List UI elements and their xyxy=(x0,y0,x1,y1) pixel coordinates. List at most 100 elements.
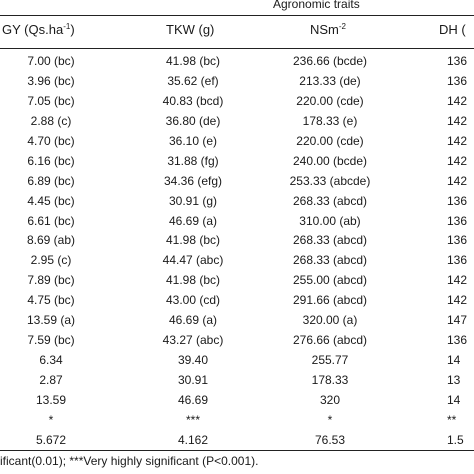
cell-ns: 291.66 (abcd) xyxy=(292,293,368,308)
cell-gy: 2.87 xyxy=(39,373,63,387)
cell-ns: 320.00 (a) xyxy=(302,313,358,328)
cell-ns: 236.66 (bcde) xyxy=(292,54,368,68)
cell-gy: 8.69 (ab) xyxy=(26,233,76,248)
table-row: 13.59 46.69 320 14 xyxy=(0,391,474,411)
table-row: 6.16 (bc) 31.88 (fg) 240.00 (bcde) 142 xyxy=(0,152,474,172)
cell-tkw: 34.36 (efg) xyxy=(163,173,223,188)
cell-dh: 136 xyxy=(447,213,468,228)
cell-dh: 136 xyxy=(447,73,468,88)
cell-tkw: 31.88 (fg) xyxy=(167,153,219,168)
table-row: 7.05 (bc) 40.83 (bcd) 220.00 (cde) 142 xyxy=(0,92,474,112)
cell-gy: 6.61 (bc) xyxy=(27,213,75,228)
cell-tkw: 41.98 (bc) xyxy=(165,233,221,248)
cell-dh: 1.5 xyxy=(447,432,464,447)
column-header-ns: NSm-2 xyxy=(310,22,346,37)
cell-ns: 255.77 xyxy=(311,353,349,368)
cell-ns: 276.66 (abcd) xyxy=(292,333,368,348)
cell-gy: 7.05 (bc) xyxy=(27,93,75,108)
column-header-dh: DH ( xyxy=(439,22,466,37)
cell-gy: 7.00 (bc) xyxy=(27,54,75,68)
cell-tkw: 46.69 (a) xyxy=(168,213,218,228)
cell-tkw: 44.47 (abc) xyxy=(162,253,224,268)
cell-dh: ** xyxy=(447,412,457,427)
cell-tkw: 4.162 xyxy=(177,432,209,447)
table-row: 3.96 (bc) 35.62 (ef) 213.33 (de) 136 xyxy=(0,72,474,92)
cell-gy: 3.96 (bc) xyxy=(27,73,75,88)
cell-ns: 240.00 (bcde) xyxy=(292,153,368,168)
table-rule-top xyxy=(0,15,474,16)
cell-gy: 6.16 (bc) xyxy=(27,153,75,168)
cell-dh: 142 xyxy=(447,293,468,308)
cell-dh: 136 xyxy=(447,253,468,268)
cell-ns: 268.33 (abcd) xyxy=(292,193,368,208)
cell-ns: 253.33 (abcde) xyxy=(289,173,371,188)
table-rule-bottom xyxy=(0,450,474,451)
cell-gy: 4.45 (bc) xyxy=(27,193,75,208)
cell-dh: 13 xyxy=(447,373,461,387)
cell-tkw: 43.00 (cd) xyxy=(165,293,221,308)
cell-dh: 142 xyxy=(447,153,468,168)
table-row: 8.69 (ab) 41.98 (bc) 268.33 (abcd) 136 xyxy=(0,231,474,251)
cell-tkw: 41.98 (bc) xyxy=(165,273,221,288)
cell-tkw: 39.40 xyxy=(177,353,209,368)
table-row: 4.45 (bc) 30.91 (g) 268.33 (abcd) 136 xyxy=(0,192,474,212)
cell-dh: 14 xyxy=(447,392,461,407)
column-header-gy: GY (Qs.ha-1) xyxy=(2,22,75,37)
table-row: 6.34 39.40 255.77 14 xyxy=(0,351,474,371)
cell-gy: 6.89 (bc) xyxy=(27,173,75,188)
cell-ns: 255.00 (abcd) xyxy=(292,273,368,288)
table-row: 4.70 (bc) 36.10 (e) 220.00 (cde) 142 xyxy=(0,132,474,152)
cell-gy: * xyxy=(48,412,54,427)
table-row: 7.00 (bc) 41.98 (bc) 236.66 (bcde) 136 xyxy=(0,52,474,72)
cell-gy: 2.88 (c) xyxy=(30,113,72,128)
cell-ns: 76.53 xyxy=(314,432,346,447)
column-header-ns-text: NSm xyxy=(310,22,339,37)
cell-tkw: 40.83 (bcd) xyxy=(162,93,224,108)
cell-dh: 136 xyxy=(447,333,468,348)
cell-dh: 142 xyxy=(447,273,468,288)
table-row: 7.59 (bc) 43.27 (abc) 276.66 (abcd) 136 xyxy=(0,331,474,351)
cell-dh: 142 xyxy=(447,113,468,128)
cell-ns: 220.00 (cde) xyxy=(296,93,364,108)
cell-gy: 13.59 (a) xyxy=(26,313,76,328)
table-row: 5.672 4.162 76.53 1.5 xyxy=(0,431,474,451)
column-header-ns-sup: -2 xyxy=(338,22,347,31)
cell-ns: 178.33 (e) xyxy=(302,113,358,128)
cell-dh: 142 xyxy=(447,133,468,148)
table-row: 7.89 (bc) 41.98 (bc) 255.00 (abcd) 142 xyxy=(0,271,474,291)
table-row: 13.59 (a) 46.69 (a) 320.00 (a) 147 xyxy=(0,311,474,331)
table-row: 4.75 (bc) 43.00 (cd) 291.66 (abcd) 142 xyxy=(0,291,474,311)
cell-tkw: *** xyxy=(185,412,200,427)
cell-ns: 178.33 xyxy=(311,373,349,387)
cell-dh: 14 xyxy=(447,353,461,368)
table-row: 2.88 (c) 36.80 (de) 178.33 (e) 142 xyxy=(0,112,474,132)
cell-dh: 142 xyxy=(447,93,468,108)
cell-ns: 310.00 (ab) xyxy=(299,213,361,228)
cell-tkw: 41.98 (bc) xyxy=(165,54,221,68)
cell-tkw: 36.10 (e) xyxy=(168,133,218,148)
cell-ns: * xyxy=(327,412,333,427)
column-header-tkw: TKW (g) xyxy=(166,22,215,37)
cell-gy: 2.95 (c) xyxy=(30,253,72,268)
cell-dh: 136 xyxy=(447,233,468,248)
table-rule-header xyxy=(0,48,474,49)
cell-ns: 220.00 (cde) xyxy=(296,133,364,148)
group-header-agronomic-traits: Agronomic traits xyxy=(273,0,360,11)
cell-tkw: 35.62 (ef) xyxy=(167,73,219,88)
cell-gy: 4.70 (bc) xyxy=(27,133,75,148)
cell-gy: 7.89 (bc) xyxy=(27,273,75,288)
column-header-gy-text: GY (Qs.ha xyxy=(2,22,64,37)
cell-tkw: 36.80 (de) xyxy=(165,113,221,128)
cell-gy: 6.34 xyxy=(39,353,63,368)
cell-gy: 5.672 xyxy=(35,432,67,447)
cell-tkw: 30.91 (g) xyxy=(168,193,218,208)
cell-ns: 213.33 (de) xyxy=(299,73,361,88)
cell-gy: 13.59 xyxy=(35,392,67,407)
cell-dh: 142 xyxy=(447,173,468,188)
cell-tkw: 30.91 xyxy=(177,373,209,387)
table-row: 2.87 30.91 178.33 13 xyxy=(0,371,474,391)
column-header-gy-end: ) xyxy=(70,22,75,37)
cell-tkw: 46.69 xyxy=(177,392,209,407)
table-row: 6.89 (bc) 34.36 (efg) 253.33 (abcde) 142 xyxy=(0,172,474,192)
